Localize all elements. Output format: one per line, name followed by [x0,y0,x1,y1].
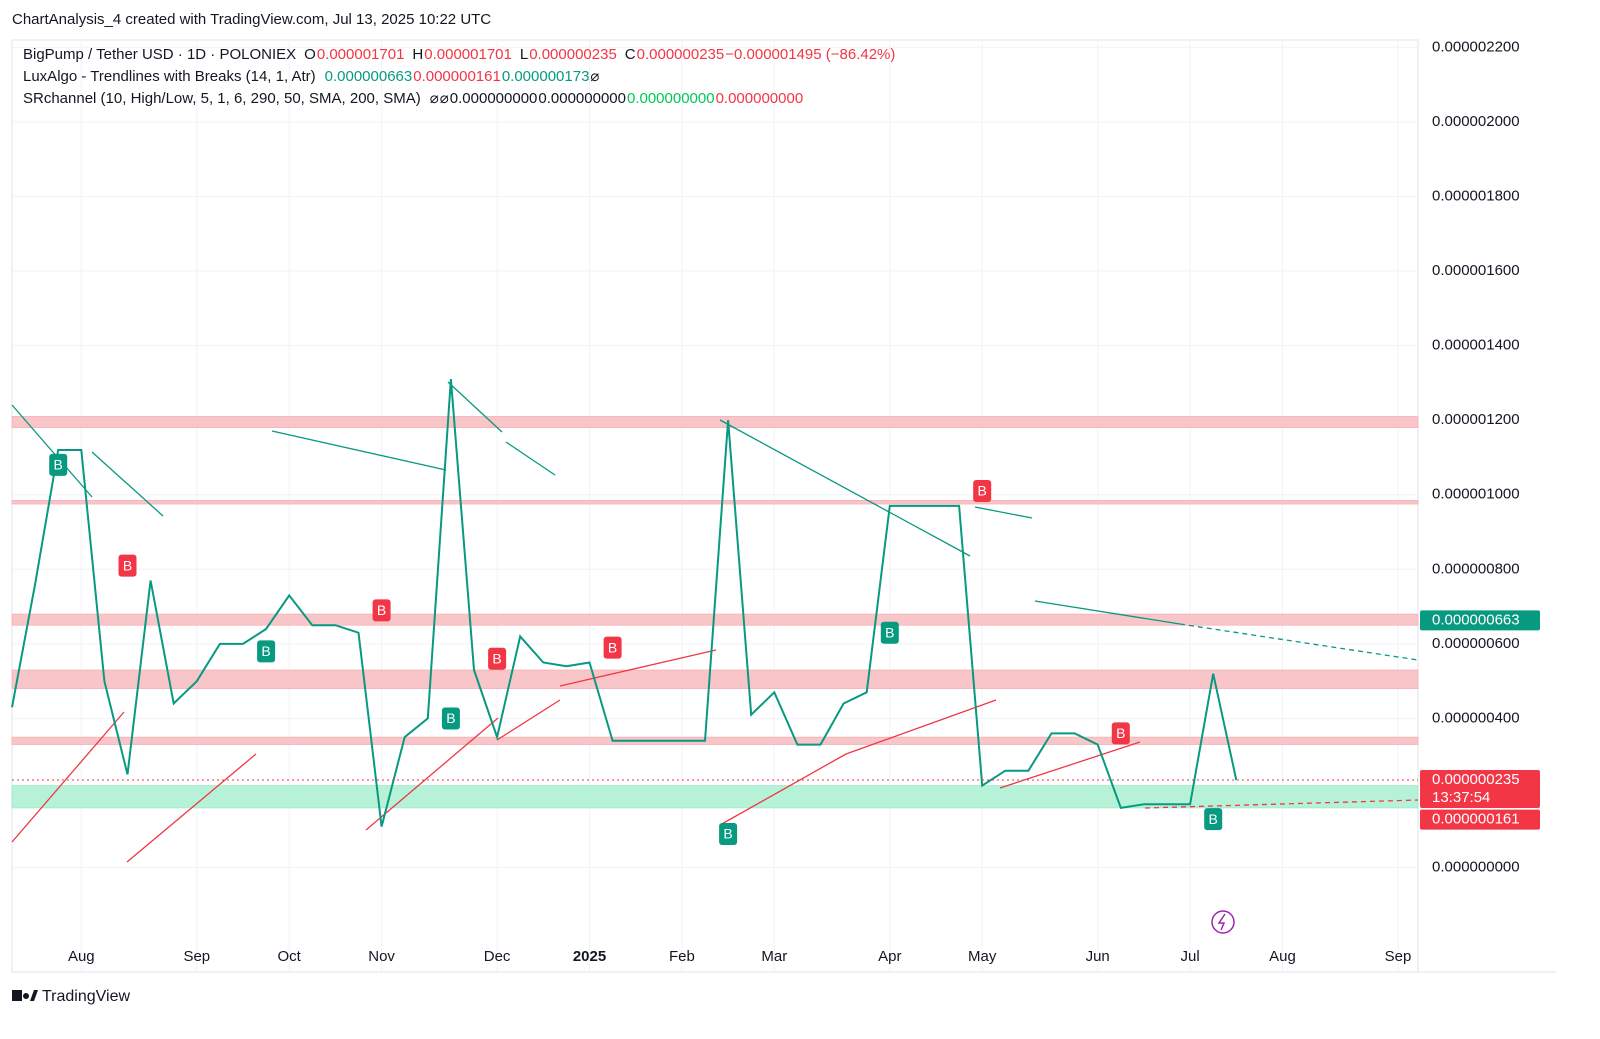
legend-item: 0.000000000 [450,90,538,107]
y-tick-label: 0.000001800 [1432,187,1520,204]
break-signal [441,707,460,730]
countdown: 13:37:54 [1432,789,1490,806]
break-signal [603,636,622,659]
sr-zone [11,736,1419,745]
y-tick-label: 0.000001600 [1432,262,1520,279]
legend-item: 0.000000235 [637,46,725,63]
break-signal [372,599,391,622]
price-label-box [1420,809,1540,830]
break-signal-label: B [446,710,455,726]
legend-item: 0.000000173 [502,68,590,85]
legend-row: LuxAlgo - Trendlines with Breaks (14, 1,… [23,68,599,85]
y-tick-label: 0.000002000 [1432,113,1520,130]
x-tick-label: Aug [68,948,95,965]
event-icon[interactable] [1211,910,1235,934]
y-tick-label: 0.000000400 [1432,709,1520,726]
break-signal-label: B [978,483,987,499]
legend-item: 0.000001701 [424,46,512,63]
legend-item: 0.000000663 [325,68,413,85]
x-tick-label: May [968,948,997,965]
x-tick-label: Jul [1181,948,1200,965]
header: ChartAnalysis_4 created with TradingView… [12,11,491,28]
break-signal [257,640,276,663]
legend-row: BigPump / Tether USD · 1D · POLONIEX O0.0… [23,46,895,63]
y-tick-label: 0.000001200 [1432,411,1520,428]
y-tick-label: 0.000001400 [1432,337,1520,354]
legend-item: 0.000000000 [716,90,804,107]
price-label: 0.000000235 [1432,771,1520,788]
price-label: 0.000000161 [1432,811,1520,828]
break-signal-label: B [1116,725,1125,741]
price-label-box [1420,610,1540,631]
break-signal [49,453,68,476]
legend-item: L [520,46,528,63]
legend-item: O [304,46,316,63]
break-signal-label: B [723,826,732,842]
event-icon-bolt [1217,913,1226,931]
price-line [11,379,1238,827]
x-tick-label: Oct [278,948,302,965]
x-tick-label: Dec [484,948,511,965]
legend-item: 0.000000235 [529,46,617,63]
break-signal [973,480,992,502]
break-signal-label: B [1209,811,1218,827]
break-signal-label: B [608,639,617,655]
footer: TradingView [42,988,130,1005]
x-tick-label: Nov [368,948,395,965]
x-tick-label: Jun [1086,948,1110,965]
legend-item: SRchannel (10, High/Low, 5, 1, 6, 290, 5… [23,90,421,107]
break-signal [118,554,137,577]
x-tick-label: Feb [669,948,695,965]
legend-item: H [412,46,423,63]
legend-row: SRchannel (10, High/Low, 5, 1, 6, 290, 5… [23,90,803,107]
y-tick-label: 0.000000800 [1432,560,1520,577]
sr-zone [11,669,1419,689]
trendlines [11,381,1419,863]
y-tick-label: 0.000000000 [1432,859,1520,876]
break-signal-label: B [885,624,894,640]
sr-zone [11,785,1419,809]
legend-item: BigPump / Tether USD · 1D · POLONIEX [23,46,296,63]
break-signal [488,647,507,670]
legend-item: 0.000000000 [538,90,626,107]
legend-item: ⌀ [430,90,439,107]
legend-item: 0.000001701 [317,46,405,63]
break-signal-label: B [54,457,63,473]
legend-item: LuxAlgo - Trendlines with Breaks (14, 1,… [23,68,316,85]
y-tick-label: 0.000002200 [1432,38,1520,55]
price-label-box [1420,769,1540,808]
legend-item: 0.000000000 [627,90,715,107]
y-tick-label: 0.000000600 [1432,635,1520,652]
break-signal-label: B [261,643,270,659]
break-signal [880,621,899,644]
break-signal [1204,808,1223,831]
legend-item: 0.000000161 [413,68,501,85]
sr-zone [11,500,1419,505]
legend-item: ⌀ [590,68,599,85]
break-signal-label: B [377,602,386,618]
break-signal [1111,722,1130,745]
x-tick-label: Apr [878,948,901,965]
break-signal-label: B [492,650,501,666]
sr-zone [11,416,1419,428]
x-tick-label: Aug [1269,948,1296,965]
legend-item: C [625,46,636,63]
logo [12,990,38,1001]
break-signal-label: B [123,557,132,573]
x-tick-label: 2025 [573,948,606,965]
legend-item: ⌀ [440,90,449,107]
break-signal [719,823,738,846]
y-tick-label: 0.000001000 [1432,486,1520,503]
x-tick-label: Mar [761,948,787,965]
x-tick-label: Sep [183,948,210,965]
price-label: 0.000000663 [1432,611,1520,628]
legend-item: −0.000001495 (−86.42%) [725,46,895,63]
x-tick-label: Sep [1385,948,1412,965]
